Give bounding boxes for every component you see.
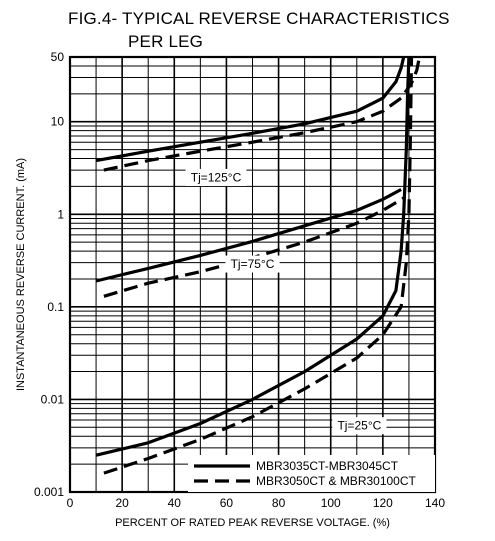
x-tick-label: 100: [321, 496, 341, 510]
annotation-box: [185, 168, 247, 186]
y-tick-label: 0.1: [47, 300, 64, 314]
x-tick-label: 60: [220, 496, 234, 510]
y-tick-label: 1: [57, 207, 64, 221]
legend-label: MBR3035CT-MBR3045CT: [256, 459, 399, 473]
series-line-dashed-tj125: [103, 56, 421, 172]
x-tick-label: 140: [425, 496, 445, 510]
annotation-layer: Tj=125°C Tj=75°C Tj=25°C: [185, 168, 387, 435]
annotation-label: Tj=125°C: [191, 170, 242, 184]
chart-title: FIG.4- TYPICAL REVERSE CHARACTERISTICS P…: [0, 0, 495, 60]
tick-labels: 0 20 40 60 80 100 120 140 0.001 0.01 0.1 1 10 50: [34, 50, 445, 510]
x-axis-label: PERCENT OF RATED PEAK REVERSE VOLTAGE. (…: [115, 517, 390, 529]
legend-box: [188, 455, 435, 492]
y-tick-label: 0.001: [34, 485, 64, 499]
series-line-solid-tj25: [95, 56, 411, 457]
annotation-label: Tj=75°C: [231, 257, 275, 271]
x-tick-label: 120: [373, 496, 393, 510]
series-line-solid-tj75: [95, 188, 402, 283]
y-tick-label: 50: [51, 50, 65, 64]
x-tick-label: 40: [168, 496, 182, 510]
series-line-dashed-tj25: [103, 56, 414, 475]
chart-title-line-1: FIG.4- TYPICAL REVERSE CHARACTERISTICS: [68, 9, 450, 28]
x-tick-label: 0: [67, 496, 74, 510]
annotation-box: [225, 255, 280, 273]
y-tick-label: 10: [51, 115, 65, 129]
y-axis-label: INSTANTANEOUS REVERSE CURRENT. (mA): [15, 158, 27, 391]
legend-label: MBR3050CT & MBR30100CT: [256, 474, 417, 488]
chart-title-line-2: PER LEG: [128, 32, 204, 51]
series-line-dashed-tj75: [103, 196, 405, 298]
annotation-box: [332, 417, 387, 435]
x-tick-label: 20: [115, 496, 129, 510]
annotation-label: Tj=25°C: [337, 419, 381, 433]
x-tick-label: 80: [272, 496, 286, 510]
series-layer: [95, 56, 421, 475]
series-line-solid-tj125: [95, 56, 406, 163]
y-tick-label: 0.01: [41, 392, 65, 406]
